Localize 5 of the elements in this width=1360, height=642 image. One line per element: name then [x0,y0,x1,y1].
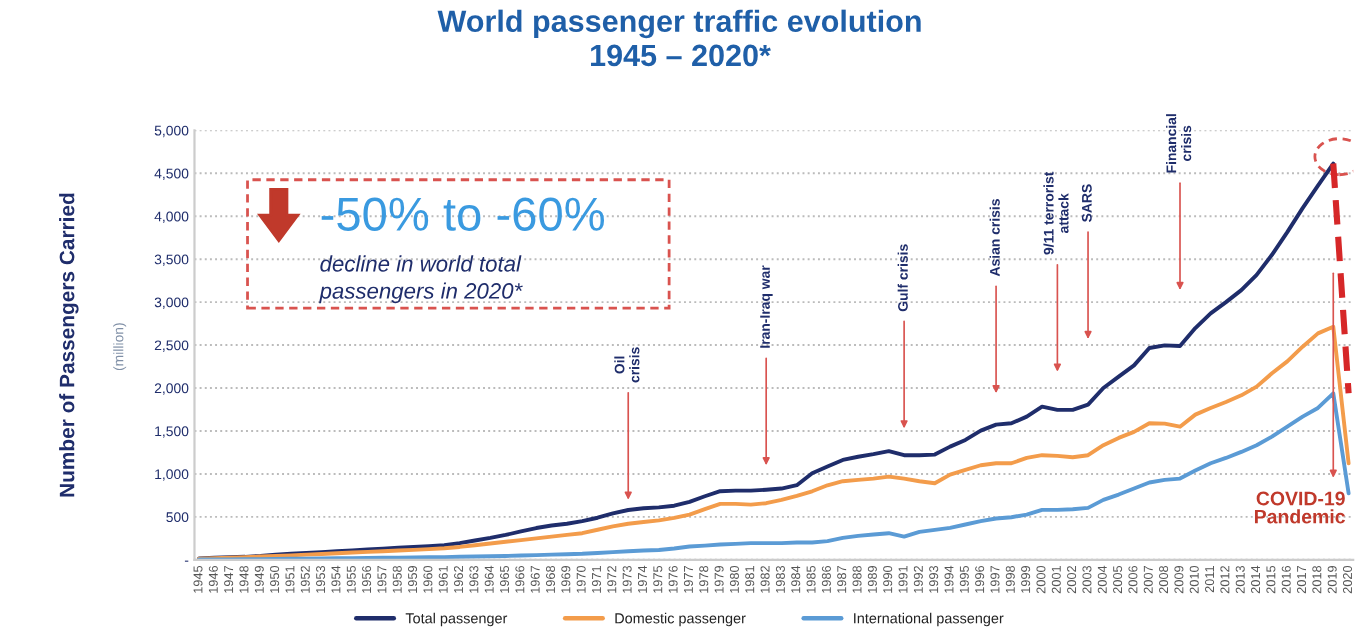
annotation: decline in world total passengers in 2020* [319,255,523,304]
chart-title: World passenger traffic evolution 1945 – 2020* [437,9,921,67]
annotation: -50% to -60% [321,197,605,231]
annotation: COVID-19 Pandemic [1254,491,1345,524]
y-axis-title: Number of Passengers Carried [59,193,79,497]
